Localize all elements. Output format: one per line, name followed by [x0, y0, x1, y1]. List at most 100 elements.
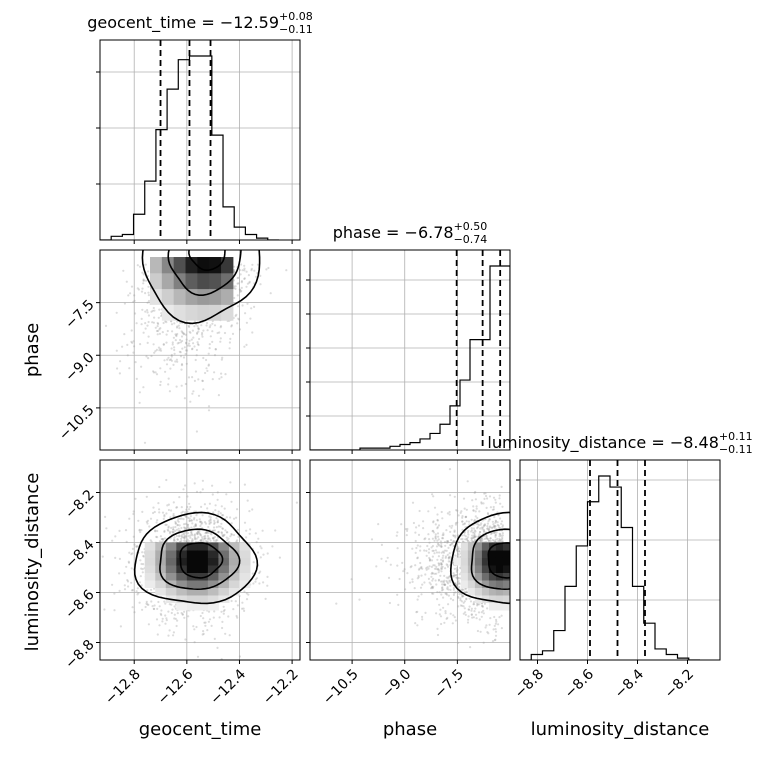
scatter-point: [193, 628, 196, 631]
scatter-point: [230, 533, 233, 536]
scatter-point: [386, 556, 389, 559]
scatter-point: [456, 583, 459, 586]
scatter-point: [219, 340, 222, 343]
scatter-point: [191, 538, 194, 541]
scatter-point: [184, 526, 187, 529]
scatter-point: [266, 575, 269, 579]
scatter-point: [206, 507, 209, 510]
scatter-point: [438, 562, 441, 565]
scatter-point: [195, 490, 199, 493]
scatter-point: [167, 503, 170, 506]
scatter-point: [176, 332, 179, 336]
density-cell: [495, 550, 504, 558]
scatter-point: [419, 561, 422, 565]
scatter-point: [469, 646, 472, 649]
scatter-point: [220, 358, 223, 361]
scatter-point: [449, 581, 452, 584]
density-cell: [481, 542, 490, 551]
scatter-point: [464, 535, 467, 538]
scatter-point: [247, 593, 250, 596]
scatter-point: [215, 526, 218, 529]
scatter-point: [444, 555, 448, 558]
scatter-point: [255, 577, 259, 580]
scatter-point: [155, 348, 158, 351]
scatter-point: [161, 331, 164, 334]
scatter-point: [134, 497, 137, 500]
scatter-point: [178, 350, 181, 353]
scatter-point: [189, 534, 192, 537]
scatter-point: [395, 534, 398, 537]
density-cell: [495, 587, 504, 596]
scatter-point: [222, 612, 225, 615]
scatter-point: [113, 609, 116, 612]
scatter-point: [415, 611, 418, 614]
scatter-point: [479, 539, 482, 542]
scatter-point: [454, 591, 457, 594]
scatter-point: [433, 539, 436, 542]
scatter-point: [400, 523, 403, 526]
scatter-point: [154, 371, 157, 374]
scatter-point: [184, 638, 187, 641]
scatter-point: [473, 610, 476, 613]
density-cell: [197, 288, 210, 305]
phase-histogram-grid: [310, 250, 510, 450]
density-cell: [467, 587, 476, 596]
scatter-point: [463, 507, 466, 510]
scatter-point: [220, 531, 223, 535]
scatter-point: [204, 532, 207, 535]
scatter-point: [195, 348, 198, 352]
scatter-point: [236, 282, 239, 285]
scatter-point: [487, 528, 491, 531]
scatter-point: [462, 595, 465, 598]
scatter-point: [456, 581, 459, 584]
scatter-point: [463, 531, 466, 534]
scatter-point: [175, 326, 179, 329]
scatter-point: [210, 533, 213, 536]
scatter-point: [358, 598, 361, 601]
scatter-point: [216, 521, 219, 524]
scatter-point: [241, 607, 244, 610]
scatter-point: [466, 539, 469, 542]
scatter-point: [248, 281, 251, 284]
scatter-point: [483, 537, 486, 541]
scatter-point: [145, 520, 148, 524]
scatter-point: [441, 587, 444, 590]
scatter-point: [495, 618, 498, 622]
scatter-point: [163, 514, 166, 517]
scatter-point: [161, 511, 165, 514]
scatter-point: [434, 579, 437, 582]
scatter-point: [493, 524, 496, 528]
scatter-point: [424, 537, 427, 540]
scatter-point: [141, 510, 144, 513]
scatter-point: [495, 531, 498, 534]
scatter-point: [146, 324, 149, 327]
scatter-point: [184, 510, 187, 514]
scatter-point: [165, 333, 168, 336]
scatter-point: [162, 321, 165, 325]
scatter-point: [142, 282, 145, 285]
scatter-point: [178, 540, 181, 543]
scatter-point: [440, 561, 443, 565]
scatter-point: [174, 617, 177, 621]
scatter-point: [254, 580, 257, 583]
scatter-point: [467, 608, 470, 611]
scatter-point: [186, 525, 189, 528]
scatter-point: [138, 601, 141, 604]
scatter-point: [488, 495, 492, 498]
scatter-point: [501, 540, 504, 543]
scatter-point: [454, 534, 457, 537]
density-cell: [488, 557, 497, 566]
scatter-point: [166, 528, 169, 531]
scatter-point: [174, 339, 177, 342]
scatter-point: [205, 367, 208, 370]
scatter-point: [462, 497, 466, 500]
scatter-point: [473, 533, 476, 536]
scatter-point: [221, 534, 224, 538]
scatter-point: [173, 346, 176, 349]
scatter-point: [463, 522, 466, 525]
density-cell: [495, 602, 504, 611]
scatter-point: [442, 551, 446, 554]
density-cell: [467, 542, 476, 551]
scatter-point: [147, 357, 150, 360]
scatter-point: [228, 540, 231, 544]
